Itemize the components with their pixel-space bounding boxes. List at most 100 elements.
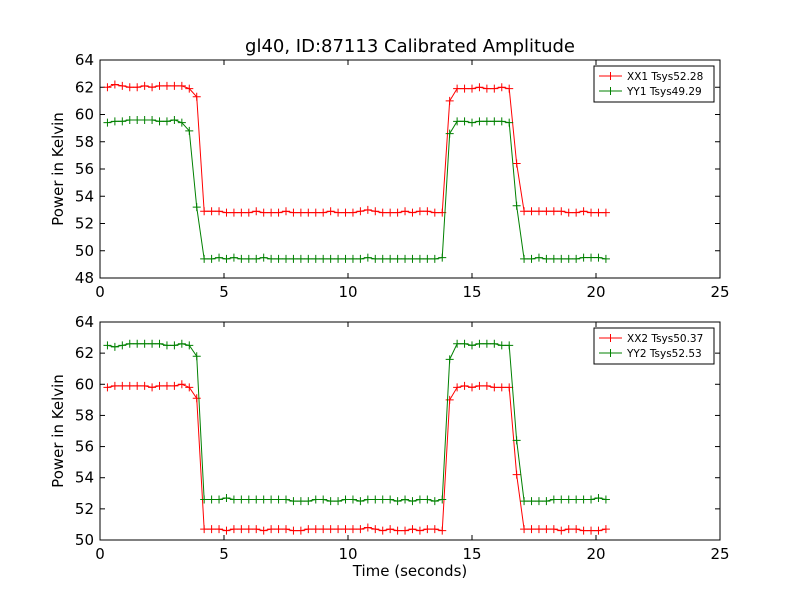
- data-point-marker: [177, 81, 186, 90]
- data-point-marker: [601, 254, 610, 263]
- data-point-marker: [170, 341, 179, 350]
- data-point-marker: [237, 525, 246, 534]
- data-point-marker: [490, 383, 499, 392]
- data-point-marker: [505, 118, 514, 127]
- data-point-marker: [490, 84, 499, 93]
- data-point-marker: [304, 525, 313, 534]
- data-point-marker: [460, 84, 469, 93]
- y-tick-label: 62: [75, 344, 94, 362]
- data-point-marker: [118, 117, 127, 126]
- data-point-marker: [453, 383, 462, 392]
- data-point-marker: [430, 525, 439, 534]
- data-point-marker: [579, 253, 588, 262]
- data-point-marker: [348, 254, 357, 263]
- data-point-marker: [534, 207, 543, 216]
- data-point-marker: [118, 341, 127, 350]
- data-point-marker: [155, 381, 164, 390]
- data-point-marker: [125, 339, 134, 348]
- data-point-marker: [438, 495, 447, 504]
- data-point-marker: [445, 129, 454, 138]
- y-tick-label: 50: [75, 242, 94, 260]
- data-point-marker: [594, 526, 603, 535]
- chart-panel-1: 0 5 10 15 20 25 48 50 52 54 56 58 60 62 64 gl40, ID:871…: [49, 36, 730, 301]
- data-point-marker: [244, 254, 253, 263]
- data-point-marker: [497, 117, 506, 126]
- x-tick-label: 0: [95, 545, 105, 563]
- y-tick-label: 56: [75, 160, 94, 178]
- data-point-marker: [133, 115, 142, 124]
- data-point-marker: [155, 117, 164, 126]
- data-point-marker: [557, 526, 566, 535]
- data-point-marker: [408, 254, 417, 263]
- data-point-marker: [564, 254, 573, 263]
- data-point-marker: [289, 254, 298, 263]
- data-point-marker: [341, 495, 350, 504]
- y-tick-label: 64: [75, 313, 94, 331]
- data-point-marker: [579, 207, 588, 216]
- data-point-marker: [267, 495, 276, 504]
- data-point-marker: [505, 84, 514, 93]
- data-point-marker: [401, 526, 410, 535]
- data-point-marker: [140, 339, 149, 348]
- data-point-marker: [363, 205, 372, 214]
- data-point-marker: [505, 341, 514, 350]
- data-point-marker: [237, 495, 246, 504]
- y-tick-label: 50: [75, 531, 94, 549]
- data-point-marker: [475, 339, 484, 348]
- data-point-marker: [408, 497, 417, 506]
- data-point-marker: [572, 525, 581, 534]
- x-tick-label: 5: [219, 545, 229, 563]
- data-point-marker: [482, 117, 491, 126]
- data-point-marker: [259, 253, 268, 262]
- data-point-marker: [192, 203, 201, 212]
- data-point-marker: [549, 207, 558, 216]
- data-point-marker: [475, 83, 484, 92]
- legend-entry-label: XX2 Tsys50.37: [627, 333, 703, 345]
- data-point-marker: [289, 526, 298, 535]
- data-point-marker: [557, 207, 566, 216]
- data-point-marker: [512, 470, 521, 479]
- data-point-marker: [229, 525, 238, 534]
- data-point-marker: [222, 254, 231, 263]
- data-point-marker: [207, 525, 216, 534]
- x-tick-label: 15: [462, 545, 481, 563]
- data-point-marker: [274, 525, 283, 534]
- data-point-marker: [468, 118, 476, 127]
- data-point-marker: [326, 497, 335, 506]
- data-point-marker: [155, 339, 164, 348]
- data-point-marker: [140, 115, 149, 124]
- legend-box: [593, 327, 715, 365]
- data-point-marker: [222, 493, 231, 502]
- data-point-marker: [244, 208, 253, 217]
- data-point-marker: [267, 254, 276, 263]
- legend-entry-label: YY1 Tsys49.29: [626, 86, 702, 98]
- data-point-marker: [110, 117, 119, 126]
- data-point-marker: [527, 207, 536, 216]
- data-point-marker: [125, 83, 134, 92]
- data-point-marker: [594, 253, 603, 262]
- series-2: [103, 339, 610, 506]
- data-point-marker: [244, 495, 253, 504]
- data-point-marker: [177, 339, 186, 348]
- data-point-marker: [282, 207, 290, 216]
- series-1: [103, 380, 610, 535]
- data-point-marker: [289, 497, 298, 506]
- legend-entry-label: YY2 Tsys52.53: [626, 348, 702, 360]
- data-point-marker: [587, 526, 596, 535]
- data-point-marker: [386, 525, 395, 534]
- x-tick-label: 5: [219, 283, 229, 301]
- data-point-marker: [490, 117, 499, 126]
- y-tick-label: 60: [75, 375, 94, 393]
- data-point-marker: [125, 115, 134, 124]
- data-point-marker: [438, 526, 447, 535]
- data-point-marker: [177, 380, 186, 389]
- data-point-marker: [162, 81, 171, 90]
- data-point-marker: [587, 495, 596, 504]
- data-point-marker: [453, 117, 462, 126]
- data-point-marker: [408, 525, 417, 534]
- data-point-marker: [587, 208, 596, 217]
- data-point-marker: [534, 497, 543, 506]
- data-point-marker: [118, 381, 127, 390]
- data-point-marker: [386, 208, 395, 217]
- data-point-marker: [371, 495, 380, 504]
